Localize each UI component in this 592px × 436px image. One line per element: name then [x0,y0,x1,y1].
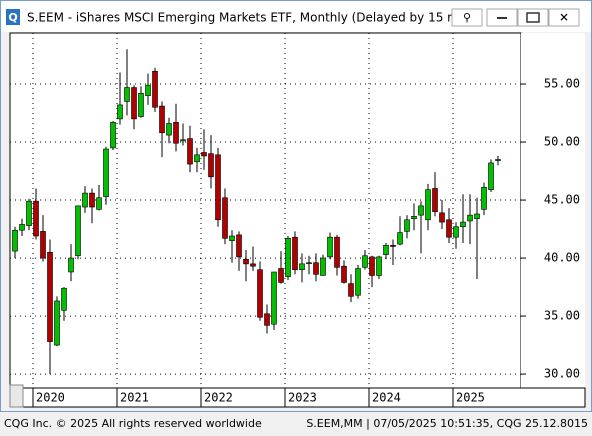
window-title: S.EEM - iShares MSCI Emerging Markets ET… [27,11,481,25]
candle-body [369,256,375,276]
candle-body [271,271,277,325]
app-icon [6,9,20,25]
candle-body [257,269,263,318]
status-right: S.EEM,MM | 07/05/2025 10:51:35, CQG 25.1… [306,417,588,430]
candle-body [467,214,473,222]
x-tick-label: 2025 [456,391,485,405]
candle-body [348,283,354,297]
candle-body [19,224,25,231]
candle-body [117,104,123,120]
candle-body [292,236,298,270]
candle-body [75,205,81,257]
x-tick-label: 2020 [36,391,65,405]
candle-body [124,87,130,102]
candle-body [334,236,340,268]
chart: 30.00 35.00 40.00 45.00 50.00 55.00 2020 2021 20… [10,33,580,407]
candle-body [236,234,242,258]
candle-body [341,265,347,283]
candle-body [138,93,144,117]
candle-body [446,219,452,238]
candle-body [229,235,235,241]
candle-body [54,300,60,346]
candle-body [418,205,424,216]
y-tick-label: 45.00 [544,193,580,207]
candle-body [215,154,221,221]
candle-body [390,245,396,247]
candle-body [425,189,431,221]
x-tick-label: 2023 [288,391,317,405]
candle-body [47,251,53,342]
candle-body [320,257,326,276]
candle-body [96,197,102,210]
y-tick-label: 35.00 [544,309,580,323]
candle-body [362,255,368,268]
candle-body [145,84,151,96]
y-tick-label: 50.00 [544,135,580,149]
candle-body [432,188,438,212]
maximize-button[interactable] [517,8,549,27]
candle-body [180,139,186,142]
link-button[interactable] [451,8,483,27]
candle-body [159,105,165,134]
x-tick-label: 2022 [204,391,233,405]
candle-body [355,268,361,296]
candle-body [166,123,172,136]
candle-body [285,238,291,277]
status-left: CQG Inc. © 2025 All rights reserved worl… [4,417,262,430]
candle-body [474,213,480,219]
candle-body [201,152,207,157]
y-axis-area [521,33,585,388]
candle-body [376,256,382,276]
close-icon: ✕ [559,11,569,25]
candle-body [299,263,305,270]
candle-body [110,122,116,149]
candle-body [152,70,158,108]
link-icon: ⚲ [463,11,471,24]
candle-body [453,226,459,238]
candle-body [264,313,270,326]
candle-body [404,219,410,232]
y-tick-label: 30.00 [544,367,580,381]
scroll-handle[interactable] [9,384,24,408]
candle-body [411,216,417,219]
candle-body [68,257,74,273]
candle-body [327,236,333,258]
candle-body [481,186,487,210]
candle-body [306,262,312,265]
candle-body [26,200,32,226]
x-tick-label: 2021 [120,391,149,405]
candle-body [12,229,18,252]
candle-body [243,258,249,265]
candle-body [173,122,179,144]
candle-body [278,268,284,283]
y-tick-label: 40.00 [544,251,580,265]
candle-body [313,262,319,275]
candle-body [460,221,466,228]
candle-body [383,245,389,255]
close-button[interactable] [548,8,580,27]
candle-body [488,162,494,190]
candle-body [103,148,109,197]
maximize-icon [526,12,540,23]
x-tick-label: 2024 [372,391,401,405]
candle-body [250,263,256,267]
candle-body [194,154,200,163]
candle-body [131,87,137,120]
candle-body [33,200,39,237]
candle-body [208,153,214,178]
candle-body [187,138,193,165]
candle-body [439,212,445,223]
candle-body [397,232,403,245]
candle-body [222,197,228,239]
candle-body [61,287,67,311]
y-tick-label: 55.00 [544,77,580,91]
candle-body [82,192,88,208]
candle-body [89,192,95,208]
app-icon-letter: Q [8,11,17,24]
plot-area [9,32,522,389]
candle-body [495,159,501,161]
candle-body [40,231,46,259]
